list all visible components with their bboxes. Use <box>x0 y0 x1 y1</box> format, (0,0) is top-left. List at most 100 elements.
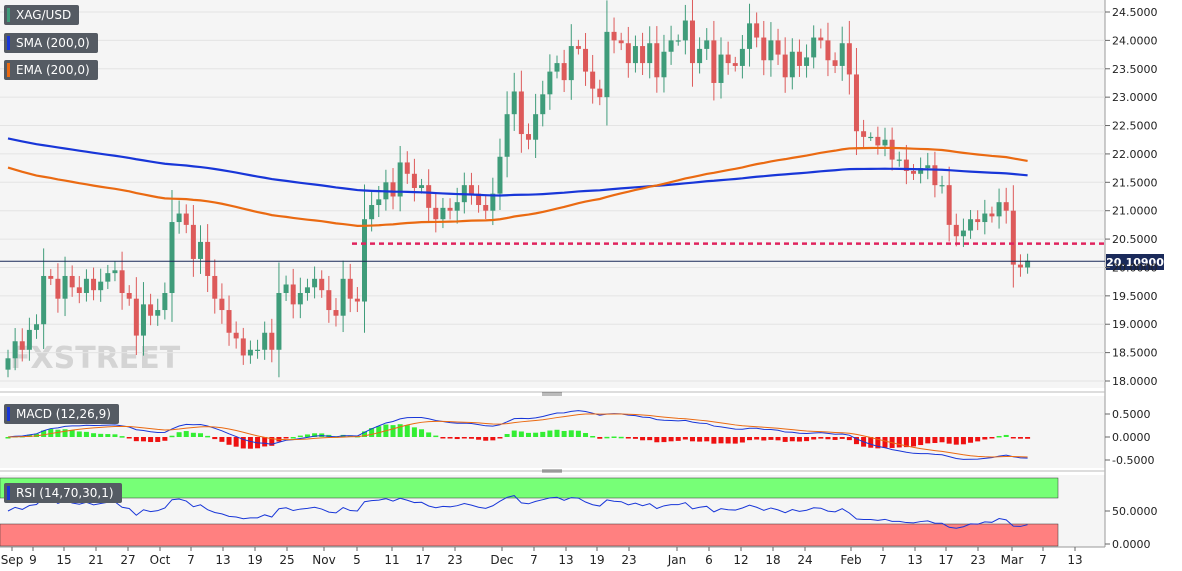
candle-body <box>126 293 132 299</box>
macd-histogram-bar <box>1010 437 1016 439</box>
macd-histogram-bar <box>946 437 952 444</box>
time-tick-label: 6 <box>705 553 713 567</box>
candle-body <box>561 63 567 81</box>
time-tick-label: 18 <box>765 553 780 567</box>
candle-body <box>939 185 945 187</box>
gridlines <box>0 11 1105 382</box>
macd-histogram-bar <box>868 437 874 448</box>
candle-body <box>896 159 902 161</box>
candle-body <box>326 290 332 311</box>
candle-body <box>347 278 353 299</box>
candle-body <box>176 213 182 223</box>
macd-histogram-bar <box>376 426 382 437</box>
time-tick-label: 17 <box>415 553 430 567</box>
candle-body <box>262 332 268 350</box>
macd-histogram-bar <box>162 437 168 441</box>
time-tick-label: 9 <box>29 553 37 567</box>
candle-body <box>953 224 959 237</box>
time-tick-label: 21 <box>88 553 103 567</box>
time-tick-label: 7 <box>187 553 195 567</box>
macd-legend[interactable]: MACD (12,26,9) <box>4 404 119 424</box>
symbol-label: XAG/USD <box>16 8 72 22</box>
ema-legend[interactable]: EMA (200,0) <box>4 60 98 80</box>
macd-histogram-bar <box>782 437 788 442</box>
macd-histogram-bar <box>925 437 931 444</box>
candle-body <box>975 219 981 223</box>
candle-body <box>604 31 610 98</box>
time-tick-label: 24 <box>797 553 812 567</box>
macd-histogram-bar <box>853 437 859 445</box>
candle-body <box>718 54 724 83</box>
macd-histogram-bar <box>590 435 596 438</box>
current-price-label: 20.10900 <box>1106 256 1164 269</box>
macd-histogram-bar <box>896 437 902 448</box>
macd-histogram-bar <box>148 437 154 443</box>
candle-body <box>340 278 346 316</box>
symbol-legend[interactable]: XAG/USD <box>4 5 80 25</box>
time-tick-label: 23 <box>447 553 462 567</box>
macd-histogram-bar <box>647 437 653 441</box>
rsi-label: RSI (14,70,30,1) <box>16 486 114 500</box>
candle-body <box>768 40 774 61</box>
time-axis: Sep 9 15 21 27 Oct 7 13 19 25 Nov 5 11 17 23 Dec 7 13 19 23… <box>1 547 1083 567</box>
macd-histogram-bar <box>697 437 703 442</box>
time-tick-label: 11 <box>384 553 399 567</box>
macd-histogram-bar <box>604 436 610 439</box>
sma-legend[interactable]: SMA (200,0) <box>4 33 98 53</box>
macd-histogram-bar <box>789 437 795 442</box>
macd-histogram-bar <box>140 437 146 442</box>
candle-body <box>440 207 446 220</box>
macd-histogram-bar <box>846 437 852 441</box>
candle-body <box>968 219 974 231</box>
macd-histogram-bar <box>1003 434 1009 437</box>
candle-body <box>618 40 624 44</box>
macd-histogram-bar <box>511 430 517 437</box>
macd-histogram-bar <box>953 437 959 445</box>
panel-resize-handle-1[interactable] <box>542 392 562 396</box>
candle-body <box>369 205 375 220</box>
candle-body <box>925 165 931 169</box>
candle-body <box>390 182 396 197</box>
price-tick-label: 24.0000 <box>1112 34 1158 47</box>
candle-body <box>640 46 646 64</box>
candle-body <box>490 193 496 211</box>
macd-histogram-bar <box>661 437 667 443</box>
candle-body <box>48 275 54 279</box>
candle-body <box>518 91 524 135</box>
time-tick-label: Nov <box>312 553 335 567</box>
candle-body <box>775 40 781 55</box>
candle-body <box>661 51 667 78</box>
candle-body <box>568 46 574 81</box>
candle-body <box>647 43 653 64</box>
candle-body <box>525 134 531 140</box>
candle-body <box>112 270 118 274</box>
rsi-legend[interactable]: RSI (14,70,30,1) <box>4 483 122 503</box>
candle-body <box>411 173 417 188</box>
candle-body <box>789 51 795 78</box>
candle-body <box>704 40 710 49</box>
macd-histogram-bar <box>233 437 239 447</box>
macd-histogram-bar <box>911 437 917 447</box>
candle-body <box>12 341 18 359</box>
ema-swatch <box>7 63 10 77</box>
macd-histogram-bar <box>575 430 581 437</box>
candle-body <box>732 63 738 66</box>
candle-body <box>304 287 310 294</box>
candlesticks <box>5 0 1031 378</box>
macd-histogram-bar <box>704 437 710 442</box>
macd-histogram-bar <box>504 434 510 437</box>
macd-histogram-bar <box>804 437 810 442</box>
candle-body <box>982 213 988 223</box>
candle-body <box>632 46 638 64</box>
macd-histogram-bar <box>212 437 218 440</box>
candle-body <box>818 37 824 41</box>
macd-histogram-bar <box>483 437 489 441</box>
time-tick-label: 23 <box>621 553 636 567</box>
candle-body <box>540 94 546 115</box>
candle-body <box>960 230 966 237</box>
macd-histogram-bar <box>811 437 817 440</box>
time-tick-label: 25 <box>279 553 294 567</box>
candle-body <box>832 60 838 66</box>
macd-histogram-bar <box>982 437 988 440</box>
panel-resize-handle-2[interactable] <box>542 469 562 473</box>
